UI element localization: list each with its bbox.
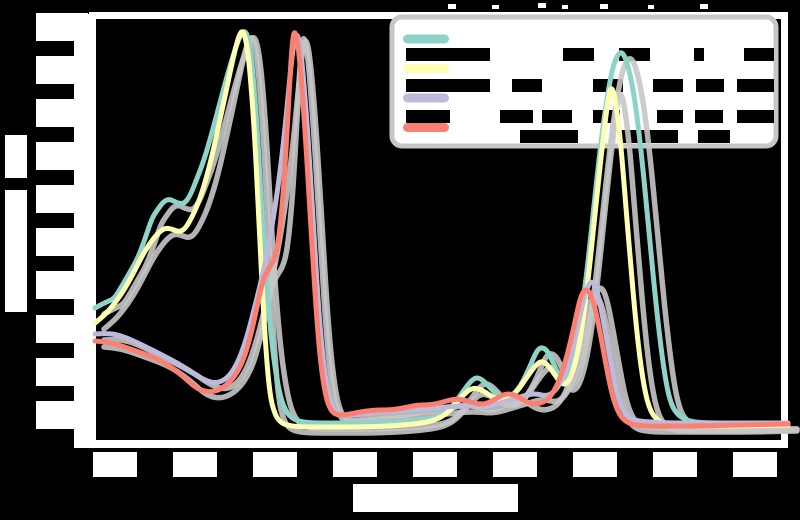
x-tick-label-block-3 [333,452,377,477]
x-tick-label-block-0 [93,452,137,477]
legend-swatch-1 [403,64,449,73]
legend-swatch-0 [403,34,449,44]
y-tick-label-block-0 [36,13,88,41]
x-tick-label-block-6 [573,452,617,477]
y-tick-label-block-2 [36,99,88,127]
legend-label-block-r1-1 [512,79,542,92]
x-tick-label-block-8 [733,452,777,477]
x-axis-label-block [353,484,518,512]
legend-label-block-r3-2 [698,130,730,143]
legend-label-block-r0-4 [744,48,774,61]
speck-1 [492,5,499,9]
x-tick-label-block-2 [253,452,297,477]
legend-swatch-3 [403,123,449,132]
legend-label-block-r1-4 [696,79,724,92]
series-2-yellow-line [92,29,791,430]
legend-label-block-r1-0 [406,79,490,92]
x-tick-label-blocks [93,452,777,477]
legend-label-block-r0-1 [563,48,594,61]
legend-label-block-r1-3 [653,79,683,92]
y-tick-label-blocks [36,13,88,429]
y-tick-label-block-7 [36,315,88,343]
x-tick-label-block-7 [653,452,697,477]
speck-5 [648,5,654,9]
legend-label-block-r2-4 [657,110,683,123]
legend-label-block-r2-6 [737,110,774,123]
right-spine [781,12,788,448]
y-tick-label-block-1 [36,56,88,84]
y-tick-label-block-9 [36,401,88,429]
legend-box [389,14,779,149]
legend-label-block-r2-1 [500,110,533,123]
artifact-specks [448,3,708,9]
legend-label-block-r0-3 [694,48,704,61]
series-lines [92,29,791,430]
speck-6 [700,4,708,9]
y-axis-label-block-1 [5,190,27,312]
series-1-teal-line [92,29,791,426]
speck-3 [562,5,568,9]
x-tick-label-block-4 [413,452,457,477]
legend-swatch-2 [403,93,449,103]
legend-label-block-r2-0 [406,110,450,123]
y-tick-label-block-4 [36,185,88,213]
speck-2 [538,3,546,8]
legend-label-block-r2-5 [695,110,723,123]
legend-label-block-r3-0 [520,130,578,143]
y-tick-label-block-8 [36,358,88,386]
y-tick-label-block-3 [36,142,88,170]
series-4-red-line [92,30,791,429]
y-tick-label-block-5 [36,228,88,256]
legend-label-block-r2-2 [542,110,572,123]
axis-label-blocks [5,135,518,512]
left-spine [89,12,96,448]
legend-label-block-r0-0 [406,48,490,61]
bottom-spine [89,440,788,448]
x-tick-label-block-5 [493,452,537,477]
x-tick-label-block-1 [173,452,217,477]
y-tick-label-block-6 [36,271,88,299]
y-axis-label-block-0 [5,135,27,178]
speck-0 [448,4,456,9]
legend-label-block-r1-5 [737,79,774,92]
speck-4 [600,4,608,9]
